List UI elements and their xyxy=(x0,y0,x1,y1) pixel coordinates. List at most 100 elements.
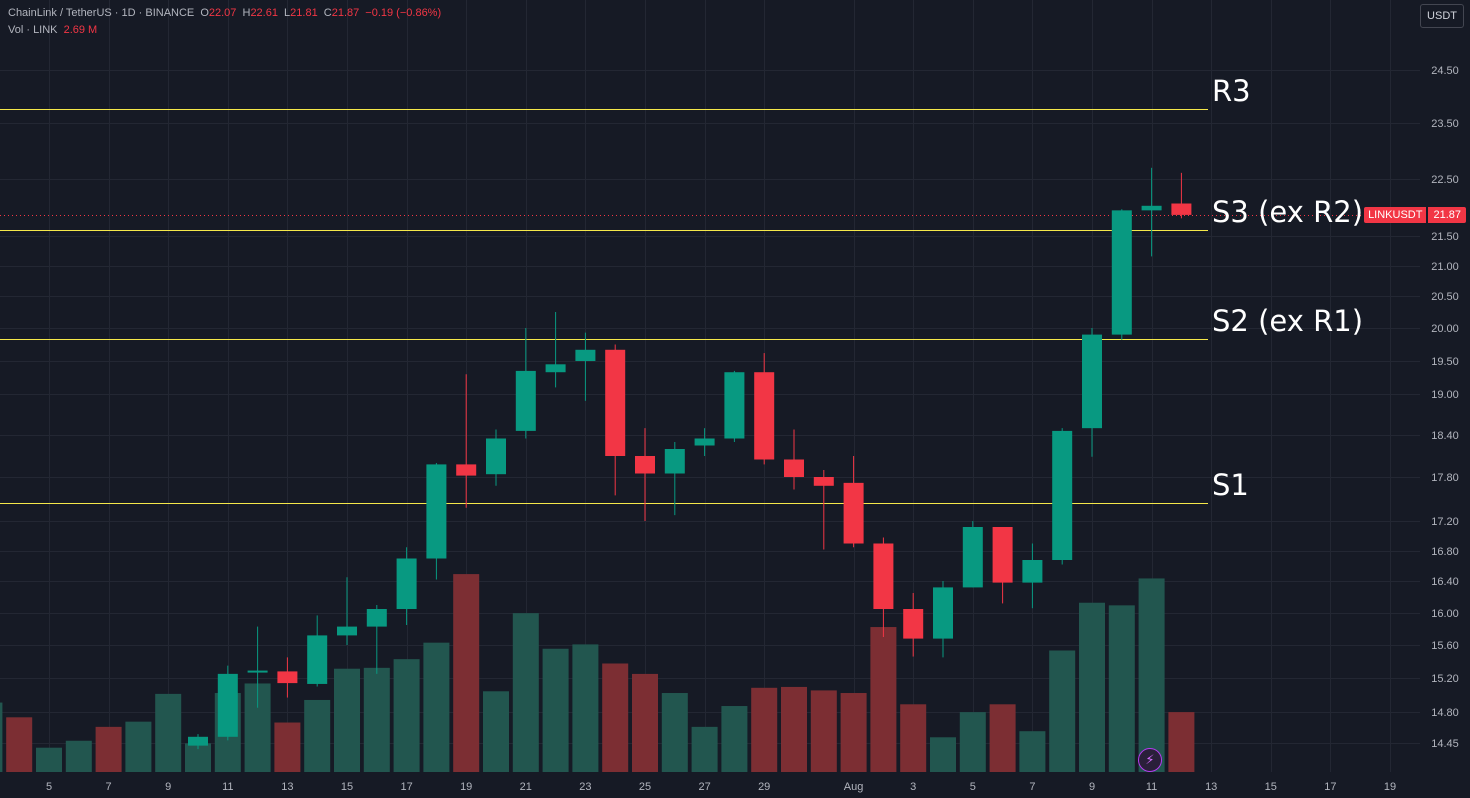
level-label-r3: R3 xyxy=(1212,73,1251,108)
price-axis-label: 16.80 xyxy=(1431,546,1459,558)
date-axis-label: 11 xyxy=(1146,781,1157,793)
volume-bar xyxy=(751,687,778,772)
volume-bar xyxy=(900,704,927,772)
date-axis-label: 23 xyxy=(579,781,591,793)
price-axis-label: 16.00 xyxy=(1431,608,1459,620)
chart-legend: ChainLink / TetherUS · 1D · BINANCE O22.… xyxy=(8,5,441,39)
high-label: H xyxy=(242,7,251,19)
candle-body xyxy=(873,543,894,609)
open-value: 22.07 xyxy=(208,7,237,19)
candle-body xyxy=(575,349,596,361)
date-axis-label: 9 xyxy=(165,781,171,793)
price-axis-label: 15.60 xyxy=(1431,640,1459,652)
volume-bar xyxy=(721,706,748,772)
date-axis-label: 19 xyxy=(460,781,472,793)
candle-body xyxy=(515,370,536,431)
volume-bar xyxy=(1019,731,1046,772)
date-axis-label: Aug xyxy=(844,781,864,793)
volume-bar xyxy=(691,726,718,772)
candle-body xyxy=(903,609,924,639)
volume-bar xyxy=(810,690,837,772)
symbol-title[interactable]: ChainLink / TetherUS · 1D · BINANCE xyxy=(8,7,195,19)
volume-bar xyxy=(393,659,420,772)
volume-bar xyxy=(423,642,450,772)
volume-label[interactable]: Vol · LINK xyxy=(8,24,58,36)
candle-body xyxy=(396,558,417,609)
price-axis-label: 17.20 xyxy=(1431,516,1459,528)
volume-bar xyxy=(840,693,867,772)
candle-body xyxy=(992,527,1013,583)
date-axis-label: 17 xyxy=(400,781,412,793)
volume-bar xyxy=(453,574,480,772)
volume-bar xyxy=(959,712,986,772)
level-label-s2: S2 (ex R1) xyxy=(1212,303,1364,338)
candle-body xyxy=(635,456,655,474)
close-value: 21.87 xyxy=(331,7,360,19)
volume-bar xyxy=(1168,712,1195,772)
volume-bar xyxy=(572,644,599,772)
volume-bar xyxy=(870,627,897,772)
candle-body xyxy=(843,482,864,544)
price-axis-label: 19.00 xyxy=(1431,389,1459,401)
price-axis-label: 18.40 xyxy=(1431,430,1459,442)
price-tag-symbol: LINKUSDT xyxy=(1364,207,1427,223)
volume-bar xyxy=(334,668,360,772)
volume-bar xyxy=(1108,605,1135,772)
candle-body xyxy=(247,670,268,673)
volume-bar xyxy=(304,699,331,772)
volume-bar xyxy=(363,667,390,772)
candle-body xyxy=(1082,334,1102,429)
level-label-s3: S3 (ex R2) xyxy=(1212,194,1364,229)
price-axis-label: 20.00 xyxy=(1431,323,1459,335)
date-axis-label: 15 xyxy=(341,781,353,793)
date-axis-label: 9 xyxy=(1089,781,1095,793)
date-axis-label: 11 xyxy=(222,781,233,793)
date-axis-label: 27 xyxy=(698,781,710,793)
candle-body xyxy=(217,673,238,737)
date-axis-label: 7 xyxy=(1029,781,1035,793)
price-axis-label: 21.50 xyxy=(1431,231,1459,243)
volume-bar xyxy=(36,747,62,772)
price-axis-label: 20.50 xyxy=(1431,291,1459,303)
volume-bar xyxy=(989,704,1016,772)
lightning-icon[interactable]: ⚡ xyxy=(1138,748,1162,772)
price-axis-label: 17.80 xyxy=(1431,472,1459,484)
volume-bar xyxy=(155,693,182,772)
date-axis-label: 13 xyxy=(281,781,293,793)
volume-bar xyxy=(483,691,509,772)
volume-bar xyxy=(930,737,956,772)
change-value: −0.19 (−0.86%) xyxy=(365,7,442,19)
candle-body xyxy=(456,464,477,476)
candle-body xyxy=(426,464,447,559)
date-axis-label: 25 xyxy=(639,781,651,793)
close-label: C xyxy=(323,7,332,19)
volume-bar xyxy=(1079,602,1105,772)
volume-bar xyxy=(125,721,152,772)
candle-body xyxy=(784,459,804,477)
candle-body xyxy=(724,372,745,439)
candle-body xyxy=(337,626,357,636)
date-axis-label: 19 xyxy=(1384,781,1396,793)
date-axis-label: 5 xyxy=(46,781,52,793)
date-axis-label: 21 xyxy=(520,781,532,793)
candle-body xyxy=(1141,205,1162,211)
volume-value: 2.69 M xyxy=(63,24,98,36)
date-axis-label: 15 xyxy=(1265,781,1277,793)
volume-bar xyxy=(274,722,301,772)
price-axis-label: 19.50 xyxy=(1431,356,1459,368)
low-label: L xyxy=(284,7,291,19)
volume-bar xyxy=(512,613,539,772)
volume-bar xyxy=(95,726,122,772)
price-axis-label: 16.40 xyxy=(1431,576,1459,588)
level-label-s1: S1 xyxy=(1212,467,1249,502)
last-price-tag: LINKUSDT 21.87 xyxy=(1364,207,1466,223)
candle-body xyxy=(605,349,626,456)
currency-button[interactable]: USDT xyxy=(1420,4,1464,28)
volume-bar xyxy=(602,663,629,772)
candle-body xyxy=(933,587,953,639)
candle-body xyxy=(813,477,834,486)
candle-body xyxy=(486,438,506,475)
candle-body xyxy=(1022,560,1043,583)
candle-body xyxy=(1052,430,1073,560)
